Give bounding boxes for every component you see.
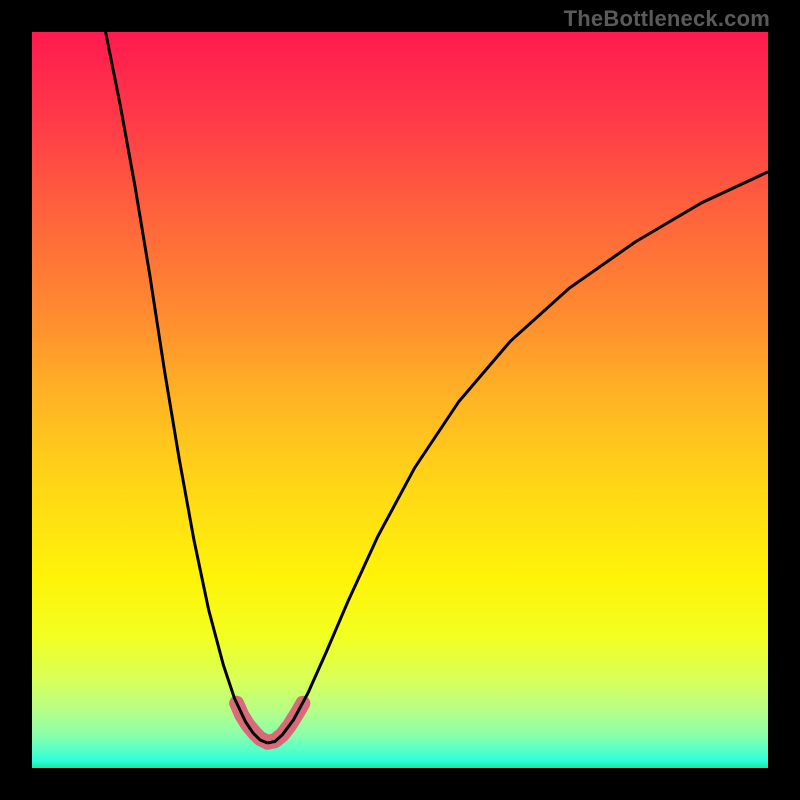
black-curve-right [268, 172, 768, 743]
chart-container: TheBottleneck.com [0, 0, 800, 800]
plot-area [32, 32, 768, 768]
black-curve-left [106, 32, 268, 743]
curve-layer [32, 32, 768, 768]
watermark-text: TheBottleneck.com [564, 6, 770, 32]
